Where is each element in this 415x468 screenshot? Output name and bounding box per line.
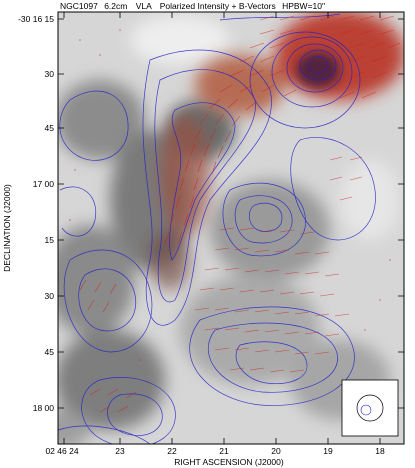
header-object: NGC1097: [60, 1, 98, 11]
y-tick-label: 17 00: [33, 179, 55, 189]
y-tick-marks: [58, 18, 404, 409]
header-line: NGC1097 6.2cm VLA Polarized Intensity + …: [60, 1, 325, 11]
y-tick-label: 45: [45, 123, 55, 133]
nucleus-core: [296, 52, 340, 88]
b-vectors: [79, 15, 401, 413]
x-tick-label: 22: [167, 446, 177, 456]
contour-lines: [58, 13, 376, 444]
header-telescope: VLA: [136, 1, 152, 11]
noise-dots: [69, 29, 391, 361]
x-tick-labels: 02 46 24 23 22 21 20 19 18: [45, 446, 385, 456]
y-tick-label: 30: [45, 291, 55, 301]
y-tick-labels: -30 16 15 30 45 17 00 15 30 45 18 00: [18, 14, 54, 413]
x-tick-label: 20: [271, 446, 281, 456]
header-beam: HPBW=10": [282, 1, 325, 11]
beam-circle: [356, 394, 384, 422]
y-tick-label: 15: [45, 235, 55, 245]
x-tick-marks: [63, 12, 381, 444]
plot-frame: [57, 11, 405, 445]
x-tick-label: 18: [375, 446, 385, 456]
x-tick-label: 19: [323, 446, 333, 456]
header-description: Polarized Intensity + B-Vectors: [160, 1, 276, 11]
x-tick-label: 23: [115, 446, 125, 456]
y-tick-label: 18 00: [33, 403, 55, 413]
y-axis-title: DECLINATION (J2000): [2, 184, 12, 272]
y-tick-label: 30: [45, 69, 55, 79]
y-tick-label: -30 16 15: [18, 14, 54, 24]
x-axis-title: RIGHT ASCENSION (J2000): [174, 457, 284, 467]
y-tick-label: 45: [45, 347, 55, 357]
x-tick-label: 21: [219, 446, 229, 456]
map-image: [58, 12, 404, 444]
x-tick-label: 02 46 24: [45, 446, 78, 456]
header-wavelength: 6.2cm: [104, 1, 127, 11]
beam-inset: [341, 379, 399, 437]
